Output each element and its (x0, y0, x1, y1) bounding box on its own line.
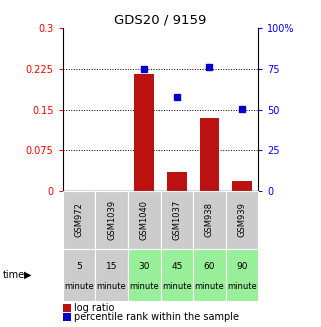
Text: GSM1037: GSM1037 (172, 200, 181, 240)
Text: minute: minute (64, 282, 94, 291)
Text: minute: minute (97, 282, 126, 291)
Text: 5: 5 (76, 262, 82, 271)
Title: GDS20 / 9159: GDS20 / 9159 (114, 14, 207, 26)
Text: GSM1040: GSM1040 (140, 200, 149, 240)
Text: time: time (3, 270, 25, 280)
Text: 15: 15 (106, 262, 117, 271)
Text: minute: minute (227, 282, 257, 291)
Text: 45: 45 (171, 262, 183, 271)
Bar (134, 74, 154, 191)
Text: minute: minute (129, 282, 159, 291)
Bar (200, 118, 219, 191)
Text: GSM939: GSM939 (238, 202, 247, 237)
Text: 60: 60 (204, 262, 215, 271)
Text: GSM1039: GSM1039 (107, 200, 116, 240)
Text: minute: minute (195, 282, 224, 291)
Text: 30: 30 (138, 262, 150, 271)
Text: 90: 90 (236, 262, 248, 271)
Bar (232, 181, 252, 191)
Text: ▶: ▶ (23, 270, 31, 280)
Text: GSM972: GSM972 (74, 202, 83, 237)
Text: minute: minute (162, 282, 192, 291)
Text: GSM938: GSM938 (205, 202, 214, 237)
Text: log ratio: log ratio (74, 303, 115, 313)
Text: percentile rank within the sample: percentile rank within the sample (74, 312, 239, 322)
Bar (167, 172, 187, 191)
